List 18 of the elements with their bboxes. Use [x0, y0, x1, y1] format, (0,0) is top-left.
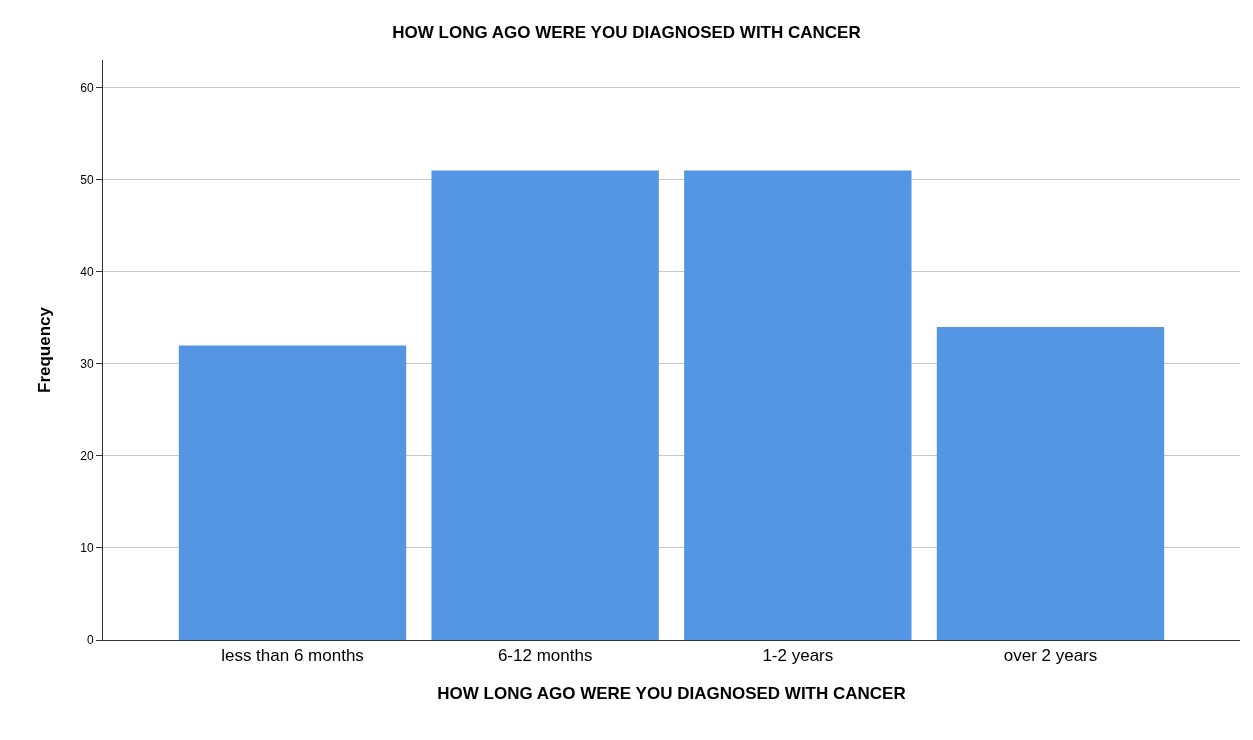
y-tick-label: 0 [86, 633, 94, 648]
y-tick-label: 50 [80, 172, 94, 187]
bar [178, 345, 407, 640]
y-tick-label: 10 [80, 541, 94, 556]
x-tick-label: over 2 years [1003, 646, 1098, 666]
y-tick-label: 30 [80, 357, 94, 372]
bar [936, 326, 1165, 640]
chart-title: HOW LONG AGO WERE YOU DIAGNOSED WITH CANCER [392, 22, 861, 42]
x-axis-title: HOW LONG AGO WERE YOU DIAGNOSED WITH CANCER [437, 683, 906, 703]
bar [431, 170, 659, 640]
y-tick-label: 20 [80, 449, 94, 464]
x-tick-label: less than 6 months [221, 646, 364, 666]
y-tick-label: 60 [80, 80, 94, 95]
y-tick-label: 40 [80, 264, 94, 279]
x-tick-label: 1-2 years [762, 646, 834, 666]
y-axis-title: Frequency [34, 306, 54, 393]
bar [684, 170, 912, 640]
x-tick-label: 6-12 months [497, 646, 593, 666]
